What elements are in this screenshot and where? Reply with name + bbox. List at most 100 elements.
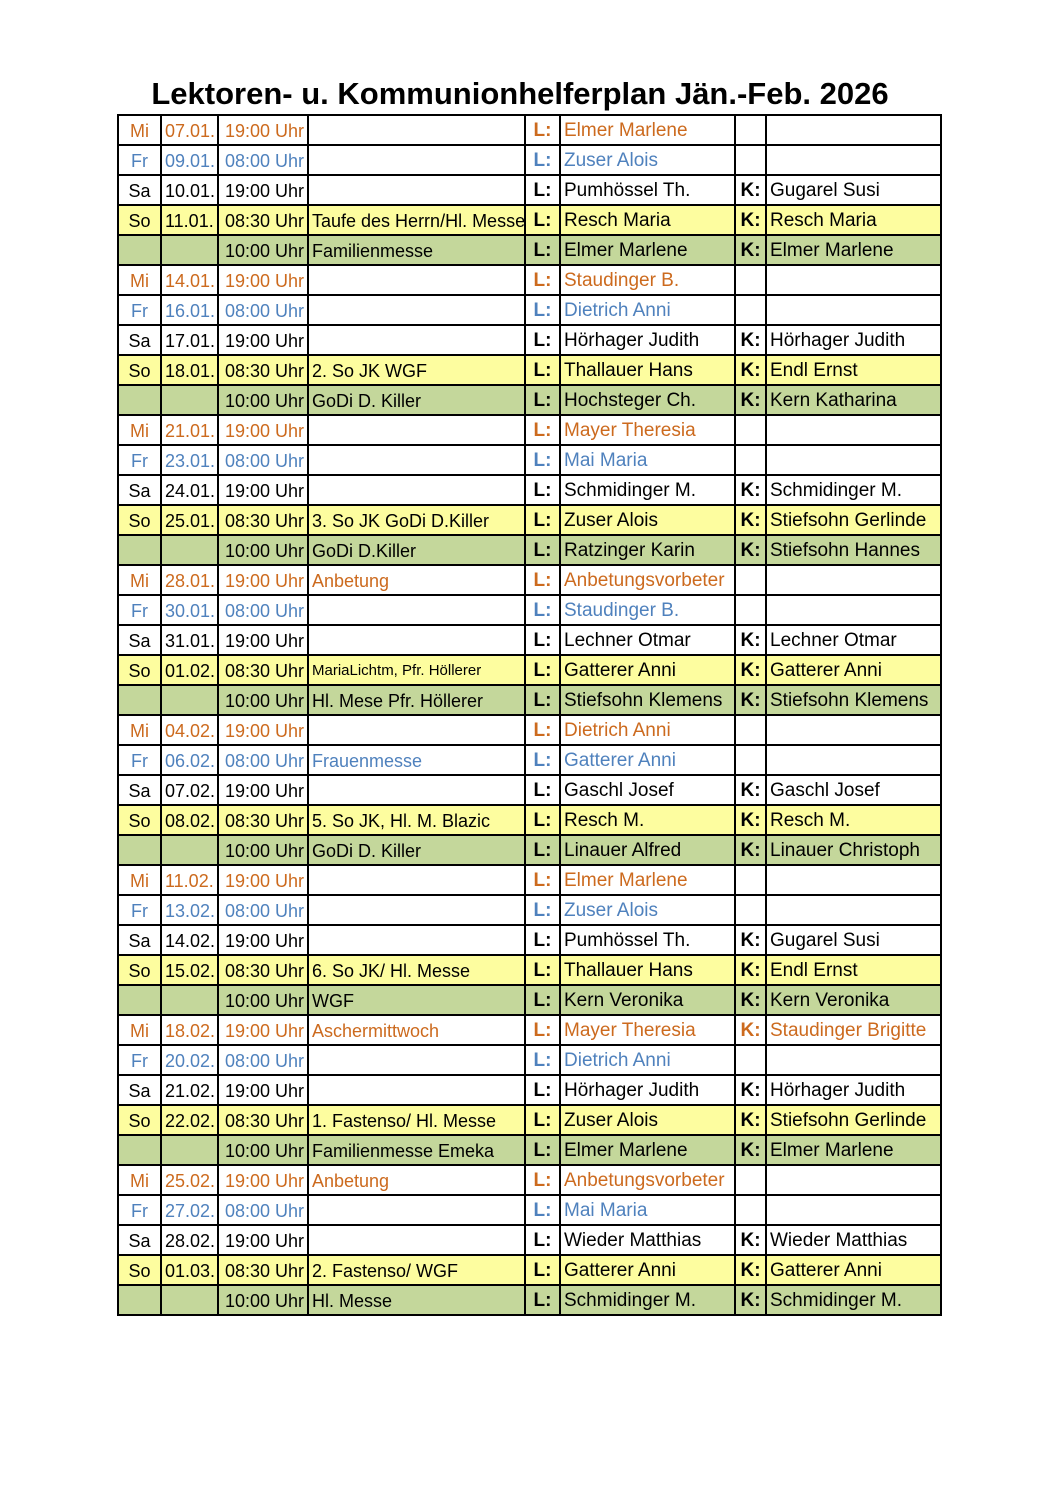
time-cell: 19:00 Uhr xyxy=(217,474,309,506)
description-cell xyxy=(307,1044,526,1076)
date-cell: 30.01. xyxy=(160,594,219,626)
table-row: So 15.02. 08:30 Uhr 6. So JK/ Hl. Messe L: Th… xyxy=(117,954,942,986)
communion-helper-name: Elmer Marlene xyxy=(765,1134,942,1166)
communion-label: K: xyxy=(734,1284,767,1316)
time-cell: 10:00 Uhr xyxy=(217,1284,309,1316)
day-cell xyxy=(117,234,162,266)
lector-label: L: xyxy=(524,834,561,866)
communion-helper-name: Hörhager Judith xyxy=(765,1074,942,1106)
date-cell: 08.02. xyxy=(160,804,219,836)
lector-name: Stiefsohn Klemens xyxy=(559,684,736,716)
time-cell: 08:30 Uhr xyxy=(217,354,309,386)
communion-label xyxy=(734,1044,767,1076)
date-cell xyxy=(160,684,219,716)
day-cell: Fr xyxy=(117,894,162,926)
time-cell: 08:30 Uhr xyxy=(217,1104,309,1136)
lector-label: L: xyxy=(524,1044,561,1076)
lector-name: Elmer Marlene xyxy=(559,234,736,266)
communion-label xyxy=(734,894,767,926)
communion-label xyxy=(734,1194,767,1226)
lector-name: Resch M. xyxy=(559,804,736,836)
communion-helper-name: Hörhager Judith xyxy=(765,324,942,356)
communion-label: K: xyxy=(734,624,767,656)
communion-helper-name xyxy=(765,114,942,146)
date-cell: 22.02. xyxy=(160,1104,219,1136)
day-cell: So xyxy=(117,1104,162,1136)
day-cell: Sa xyxy=(117,324,162,356)
day-cell: So xyxy=(117,654,162,686)
communion-helper-name xyxy=(765,264,942,296)
day-cell: Sa xyxy=(117,1224,162,1256)
lector-label: L: xyxy=(524,264,561,296)
day-cell: Sa xyxy=(117,624,162,656)
date-cell: 15.02. xyxy=(160,954,219,986)
time-cell: 19:00 Uhr xyxy=(217,924,309,956)
day-cell xyxy=(117,684,162,716)
day-cell xyxy=(117,384,162,416)
day-cell: Mi xyxy=(117,714,162,746)
day-cell: Fr xyxy=(117,594,162,626)
communion-helper-name xyxy=(765,594,942,626)
lector-name: Schmidinger M. xyxy=(559,1284,736,1316)
lector-name: Dietrich Anni xyxy=(559,714,736,746)
table-row: 10:00 Uhr Hl. Messe L: Schmidinger M. K: Schm… xyxy=(117,1284,942,1316)
time-cell: 19:00 Uhr xyxy=(217,174,309,206)
lector-label: L: xyxy=(524,474,561,506)
date-cell xyxy=(160,234,219,266)
communion-label: K: xyxy=(734,174,767,206)
lector-label: L: xyxy=(524,654,561,686)
day-cell: So xyxy=(117,804,162,836)
communion-label: K: xyxy=(734,1134,767,1166)
date-cell: 24.01. xyxy=(160,474,219,506)
table-row: 10:00 Uhr WGF L: Kern Veronika K: Kern Veroni… xyxy=(117,984,942,1016)
lector-label: L: xyxy=(524,894,561,926)
lector-label: L: xyxy=(524,924,561,956)
description-cell xyxy=(307,894,526,926)
date-cell: 31.01. xyxy=(160,624,219,656)
communion-helper-name xyxy=(765,444,942,476)
communion-label xyxy=(734,564,767,596)
lector-name: Wieder Matthias xyxy=(559,1224,736,1256)
day-cell: Fr xyxy=(117,294,162,326)
lector-label: L: xyxy=(524,1224,561,1256)
day-cell: Mi xyxy=(117,564,162,596)
day-cell xyxy=(117,984,162,1016)
table-row: Fr 20.02. 08:00 Uhr L: Dietrich Anni xyxy=(117,1044,942,1076)
communion-helper-name: Stiefsohn Hannes xyxy=(765,534,942,566)
lector-label: L: xyxy=(524,204,561,236)
communion-label xyxy=(734,114,767,146)
lector-label: L: xyxy=(524,114,561,146)
description-cell xyxy=(307,174,526,206)
date-cell: 25.02. xyxy=(160,1164,219,1196)
lector-name: Mai Maria xyxy=(559,444,736,476)
description-cell xyxy=(307,114,526,146)
communion-helper-name: Gugarel Susi xyxy=(765,174,942,206)
day-cell: So xyxy=(117,204,162,236)
description-cell: Hl. Mese Pfr. Höllerer xyxy=(307,684,526,716)
communion-label: K: xyxy=(734,204,767,236)
table-row: So 22.02. 08:30 Uhr 1. Fastenso/ Hl. Messe L… xyxy=(117,1104,942,1136)
lector-name: Zuser Alois xyxy=(559,894,736,926)
lector-label: L: xyxy=(524,984,561,1016)
day-cell: So xyxy=(117,954,162,986)
time-cell: 19:00 Uhr xyxy=(217,714,309,746)
communion-helper-name: Kern Veronika xyxy=(765,984,942,1016)
lector-label: L: xyxy=(524,624,561,656)
lector-name: Anbetungsvorbeter xyxy=(559,564,736,596)
description-cell: 6. So JK/ Hl. Messe xyxy=(307,954,526,986)
day-cell: Mi xyxy=(117,1164,162,1196)
date-cell: 07.02. xyxy=(160,774,219,806)
lector-name: Zuser Alois xyxy=(559,504,736,536)
lector-name: Gaschl Josef xyxy=(559,774,736,806)
table-row: Mi 28.01. 19:00 Uhr Anbetung L: Anbetungsvorb… xyxy=(117,564,942,596)
communion-helper-name: Linauer Christoph xyxy=(765,834,942,866)
lector-name: Dietrich Anni xyxy=(559,1044,736,1076)
table-row: 10:00 Uhr Familienmesse Emeka L: Elmer Marl… xyxy=(117,1134,942,1166)
date-cell: 23.01. xyxy=(160,444,219,476)
day-cell: Sa xyxy=(117,774,162,806)
date-cell: 20.02. xyxy=(160,1044,219,1076)
lector-label: L: xyxy=(524,1164,561,1196)
date-cell xyxy=(160,834,219,866)
table-row: Sa 17.01. 19:00 Uhr L: Hörhager Judith K: Hörh… xyxy=(117,324,942,356)
time-cell: 19:00 Uhr xyxy=(217,864,309,896)
